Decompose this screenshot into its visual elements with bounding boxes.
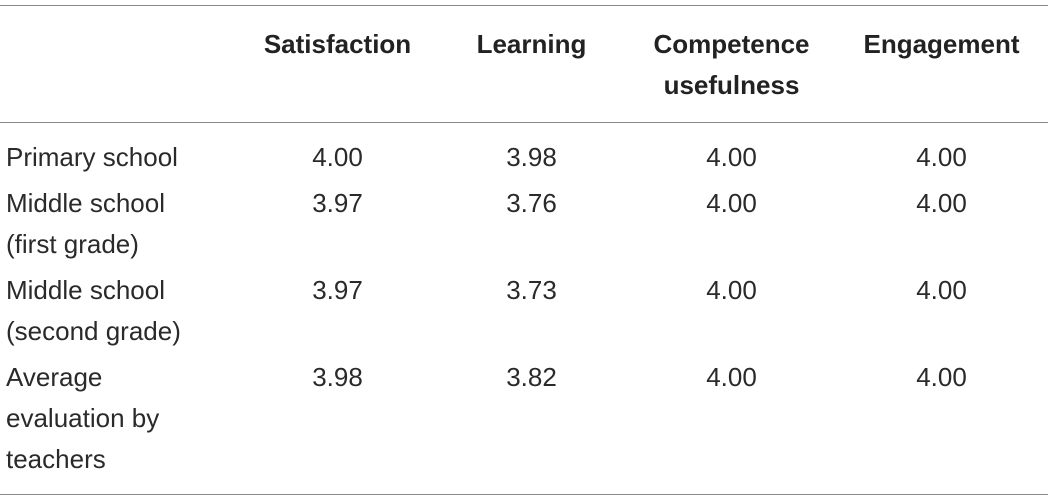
column-header: Satisfaction xyxy=(240,6,435,123)
column-header: Engagement xyxy=(835,6,1048,123)
table-row: Middle school (second grade) 3.97 3.73 4.00… xyxy=(0,267,1048,354)
cell: 3.82 xyxy=(435,354,628,495)
cell: 4.00 xyxy=(835,267,1048,354)
cell: 3.98 xyxy=(435,123,628,181)
table-row: Primary school 4.00 3.98 4.00 4.00 xyxy=(0,123,1048,181)
header-text: Learning xyxy=(476,29,587,59)
cell: 3.97 xyxy=(240,180,435,267)
header-text: Satisfaction xyxy=(263,29,412,59)
cell-value: 3.97 xyxy=(312,275,363,305)
row-label: Average evaluation by teachers xyxy=(0,354,240,495)
cell-value: 3.82 xyxy=(506,362,557,392)
cell-value: 4.00 xyxy=(916,275,967,305)
header-row: Satisfaction Learning Competence usefulnes… xyxy=(0,5,1048,123)
header-text: Engagement xyxy=(863,29,1020,59)
row-label: Middle school (second grade) xyxy=(0,267,240,354)
cell-value: 4.00 xyxy=(916,188,967,218)
cell-value: 4.00 xyxy=(916,362,967,392)
table-body: Primary school 4.00 3.98 4.00 4.00 Middle sch… xyxy=(0,123,1048,495)
header-text: Competence usefulness xyxy=(653,29,810,100)
cell-value: 3.73 xyxy=(506,275,557,305)
row-label-text: Middle school (first grade) xyxy=(6,188,165,259)
cell-value: 3.98 xyxy=(506,142,557,172)
cell-value: 4.00 xyxy=(706,188,757,218)
row-label-text: Average evaluation by teachers xyxy=(6,362,160,474)
data-table: Satisfaction Learning Competence usefulnes… xyxy=(0,5,1048,495)
cell: 3.97 xyxy=(240,267,435,354)
row-label: Middle school (first grade) xyxy=(0,180,240,267)
cell-value: 4.00 xyxy=(706,142,757,172)
cell: 4.00 xyxy=(835,180,1048,267)
cell: 4.00 xyxy=(835,123,1048,181)
column-header: Competence usefulness xyxy=(628,6,835,123)
table-row: Average evaluation by teachers 3.98 3.82 4.… xyxy=(0,354,1048,495)
cell: 3.73 xyxy=(435,267,628,354)
cell-value: 4.00 xyxy=(706,275,757,305)
cell-value: 3.76 xyxy=(506,188,557,218)
cell: 4.00 xyxy=(240,123,435,181)
cell: 3.98 xyxy=(240,354,435,495)
cell-value: 3.97 xyxy=(312,188,363,218)
table-row: Middle school (first grade) 3.97 3.76 4.00 4… xyxy=(0,180,1048,267)
cell-value: 4.00 xyxy=(706,362,757,392)
cell: 4.00 xyxy=(628,180,835,267)
cell: 3.76 xyxy=(435,180,628,267)
cell: 4.00 xyxy=(835,354,1048,495)
row-label-text: Primary school xyxy=(6,142,178,172)
column-header xyxy=(0,6,240,123)
cell: 4.00 xyxy=(628,123,835,181)
row-label-text: Middle school (second grade) xyxy=(6,275,181,346)
column-header: Learning xyxy=(435,6,628,123)
cell: 4.00 xyxy=(628,354,835,495)
cell-value: 4.00 xyxy=(312,142,363,172)
table-header: Satisfaction Learning Competence usefulnes… xyxy=(0,5,1048,123)
cell-value: 4.00 xyxy=(916,142,967,172)
cell: 4.00 xyxy=(628,267,835,354)
cell-value: 3.98 xyxy=(312,362,363,392)
row-label: Primary school xyxy=(0,123,240,181)
